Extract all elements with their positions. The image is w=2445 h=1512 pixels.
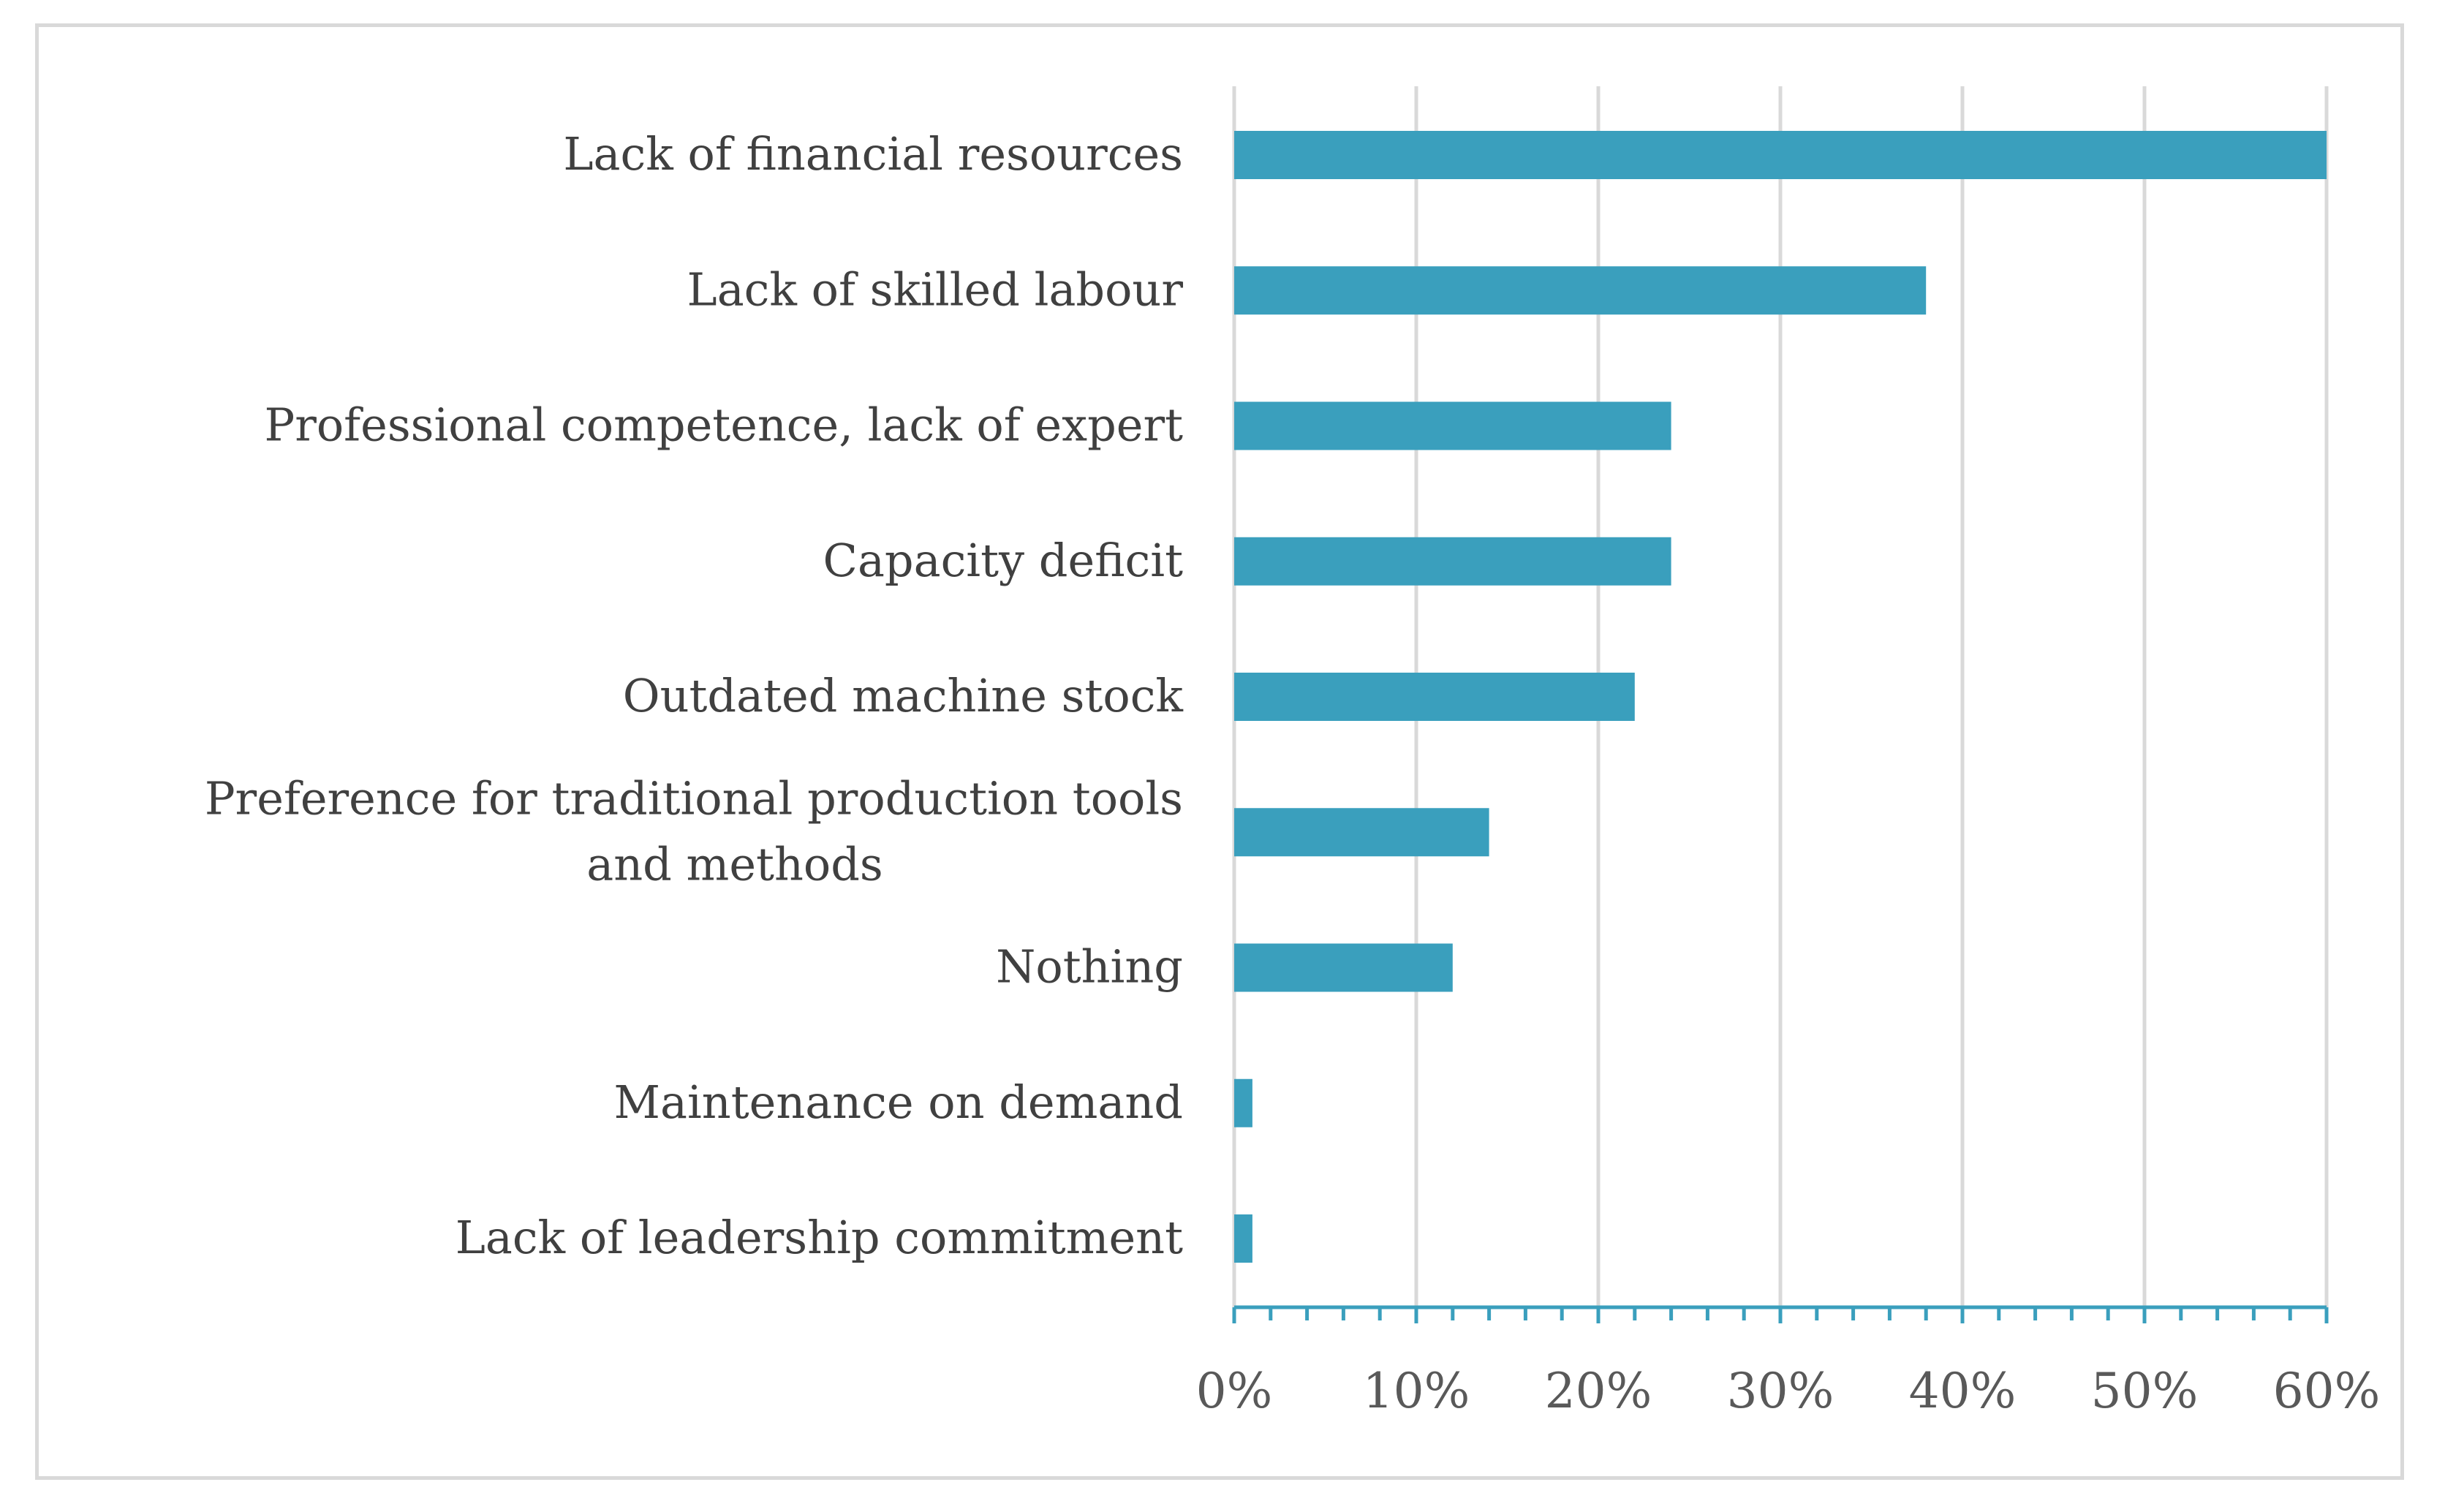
bar [1234,673,1635,721]
chart-frame [35,23,2404,1480]
category-label: Maintenance on demand [614,1076,1183,1129]
x-tick-label: 0% [1196,1363,1273,1419]
bar [1234,266,1927,315]
bar [1234,1078,1252,1127]
bar [1234,401,1671,450]
bar [1234,943,1453,992]
x-tick-label: 40% [1909,1363,2017,1419]
x-tick-label: 20% [1545,1363,1652,1419]
category-label: Preference for traditional production to… [205,771,1183,891]
category-label-line: Preference for traditional production to… [205,771,1183,825]
category-label-line: and methods [586,837,883,891]
category-label: Lack of leadership commitment [456,1211,1183,1264]
category-label: Lack of skilled labour [687,262,1184,316]
x-axis [1232,1305,2329,1323]
x-tick-label: 30% [1727,1363,1834,1419]
category-labels: Lack of financial resources Lack of skill… [205,127,1184,1264]
bars [1234,131,2327,1263]
category-label: Capacity deficit [823,534,1184,587]
bar [1234,131,2327,179]
bar [1234,808,1489,857]
category-label: Lack of financial resources [563,127,1183,181]
category-label: Outdated machine stock [623,669,1184,722]
category-label: Nothing [996,940,1183,994]
x-tick-label: 10% [1363,1363,1470,1419]
bar [1234,1214,1252,1263]
x-tick-label: 60% [2273,1363,2381,1419]
category-label: Professional competence, lack of expert [265,398,1184,452]
bar [1234,537,1671,586]
x-tick-labels: 0% 10% 20% 30% 40% 50% 60% [1196,1363,2381,1419]
x-tick-label: 50% [2091,1363,2199,1419]
